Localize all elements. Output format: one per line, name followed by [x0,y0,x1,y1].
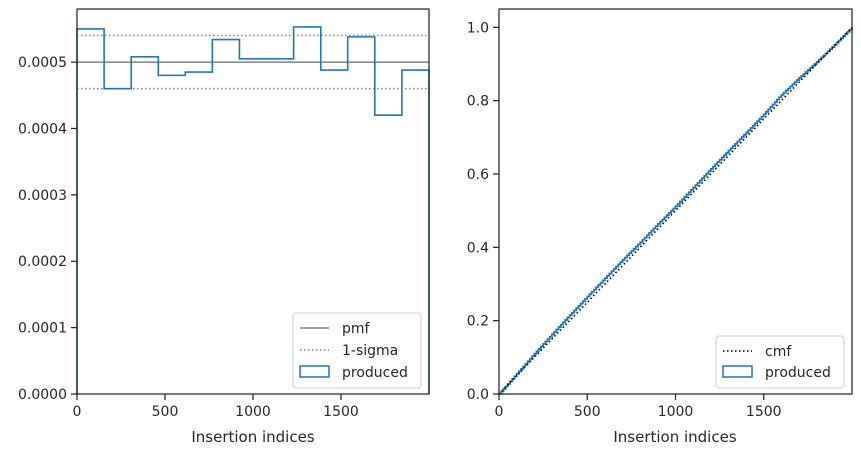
pmf-ticks: 0 500 1000 1500 0.0000 0.0001 0.0002 0.0003 0.00… [18,55,359,420]
cmf-x-tick-label: 1000 [658,404,694,420]
pmf-x-tick-label: 1000 [235,404,271,420]
pmf-x-tick-label: 500 [152,404,179,420]
legend-produced-label: produced [342,365,408,381]
pmf-y-tick-label: 0.0004 [18,121,67,137]
cmf-panel: 0 500 1000 1500 0.0 0.2 0.4 0.6 0.8 1.0 Insertion… [467,8,853,446]
cmf-y-tick-label: 0.0 [467,387,489,403]
pmf-y-tick-label: 0.0003 [18,188,67,204]
cmf-x-axis-label: Insertion indices [613,428,736,446]
cmf-y-tick-label: 0.2 [467,314,489,330]
cmf-y-tick-label: 1.0 [467,20,489,36]
cmf-y-tick-label: 0.6 [467,167,489,183]
pmf-y-tick-label: 0.0000 [18,387,67,403]
pmf-x-axis-label: Insertion indices [191,428,314,446]
pmf-y-tick-label: 0.0005 [18,55,67,71]
cmf-ticks: 0 500 1000 1500 0.0 0.2 0.4 0.6 0.8 1.0 [467,20,782,420]
pmf-y-tick-label: 0.0002 [18,254,67,270]
legend-cmf-label: cmf [765,344,792,360]
cmf-plot-area [498,26,853,395]
legend-pmf-label: pmf [342,321,371,337]
pmf-plot-area [76,26,430,394]
cmf-y-tick-label: 0.4 [467,240,489,256]
legend-sigma-label: 1-sigma [342,343,398,359]
legend-cmf-produced-swatch [722,365,753,378]
cmf-legend-box [715,335,845,389]
pmf-y-tick-label: 0.0001 [18,321,67,337]
cmf-line [498,26,853,395]
pmf-legend: pmf 1-sigma produced [292,312,422,389]
produced-histogram [76,26,430,394]
pmf-legend-box [292,312,422,389]
pmf-panel: 0 500 1000 1500 0.0000 0.0001 0.0002 0.0003 0.00… [18,8,430,446]
cmf-x-tick-label: 1500 [746,404,782,420]
cmf-legend: cmf produced [715,335,845,389]
legend-cmf-produced-label: produced [765,365,831,381]
pmf-x-tick-label: 0 [73,404,82,420]
cmf-x-tick-label: 0 [495,404,504,420]
cmf-x-tick-label: 500 [574,404,601,420]
produced-cdf [499,27,853,395]
legend-produced-swatch [299,365,330,378]
pmf-x-tick-label: 1500 [323,404,359,420]
cmf-y-tick-label: 0.8 [467,94,489,110]
